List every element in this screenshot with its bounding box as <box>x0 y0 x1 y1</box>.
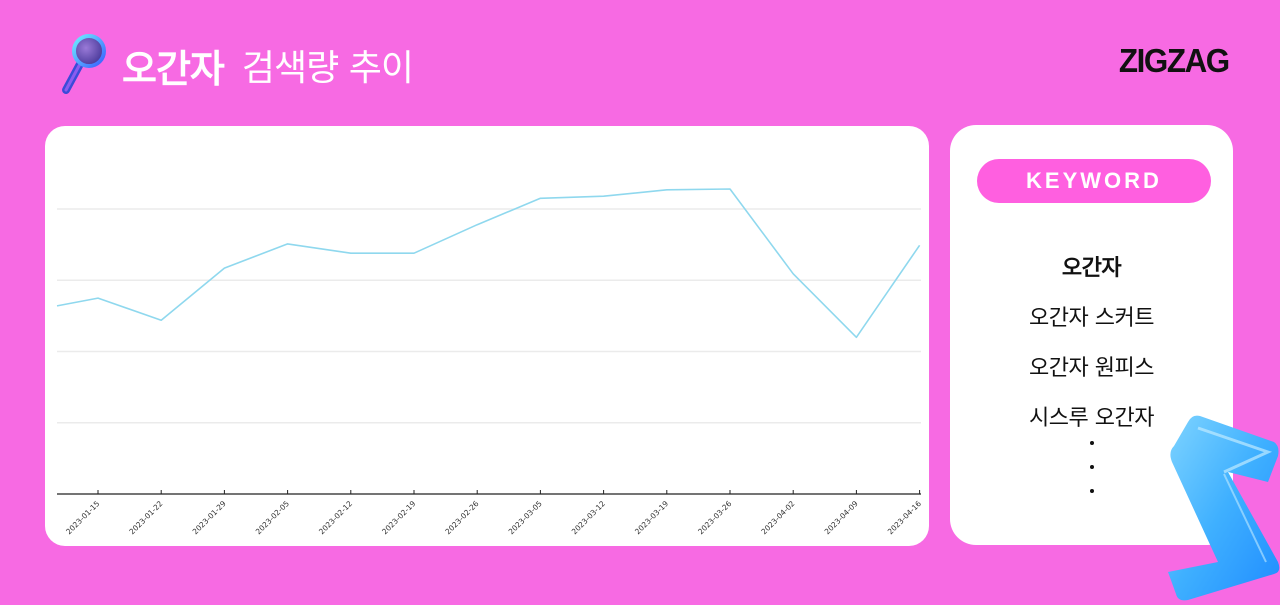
x-tick-label: 2023-03-12 <box>570 499 607 536</box>
keyword-list: 오간자 오간자 스커트 오간자 원피스 시스루 오간자 <box>950 251 1233 451</box>
x-tick-label: 2023-02-12 <box>317 499 354 536</box>
keyword-item: 오간자 원피스 <box>1029 356 1154 381</box>
x-tick-label: 2023-03-05 <box>507 499 544 536</box>
x-tick-label: 2023-04-02 <box>759 499 796 536</box>
title-suffix: 검색량 추이 <box>241 48 414 89</box>
x-tick-label: 2023-02-05 <box>254 499 291 536</box>
x-tick-label: 2023-04-16 <box>886 499 923 536</box>
x-tick-label: 2023-01-15 <box>64 499 101 536</box>
series-line <box>56 188 921 339</box>
x-tick-label: 2023-01-29 <box>191 499 228 536</box>
zigzag-logo: ZIGZAG <box>1119 42 1230 79</box>
dot-icon <box>1089 465 1094 469</box>
x-tick-label: 2023-03-26 <box>696 499 733 536</box>
magnifier-icon <box>62 34 106 94</box>
x-tick-label: 2023-02-26 <box>443 499 480 536</box>
more-keywords-indicator <box>950 441 1233 513</box>
dot-icon <box>1089 441 1094 445</box>
title-keyword: 오간자 <box>122 46 225 91</box>
keyword-label-pill: KEYWORD <box>977 159 1211 203</box>
zigzag-z-3d-icon <box>1168 415 1280 601</box>
keyword-item: 오간자 <box>1061 256 1122 281</box>
x-tick-label: 2023-01-22 <box>127 499 164 536</box>
keyword-item: 오간자 스커트 <box>1029 306 1154 331</box>
x-tick-label: 2023-03-19 <box>633 499 670 536</box>
keyword-item: 시스루 오간자 <box>1029 406 1154 431</box>
chart-card: 2023-01-15 2023-01-22 2023-01-29 2023-02-05… <box>45 126 929 546</box>
dot-icon <box>1089 489 1094 493</box>
page-title: 오간자 검색량 추이 <box>56 32 414 98</box>
line-chart: 2023-01-15 2023-01-22 2023-01-29 2023-02-05… <box>56 188 923 536</box>
x-tick-label: 2023-02-19 <box>380 499 417 536</box>
x-tick-label: 2023-04-09 <box>823 499 860 536</box>
